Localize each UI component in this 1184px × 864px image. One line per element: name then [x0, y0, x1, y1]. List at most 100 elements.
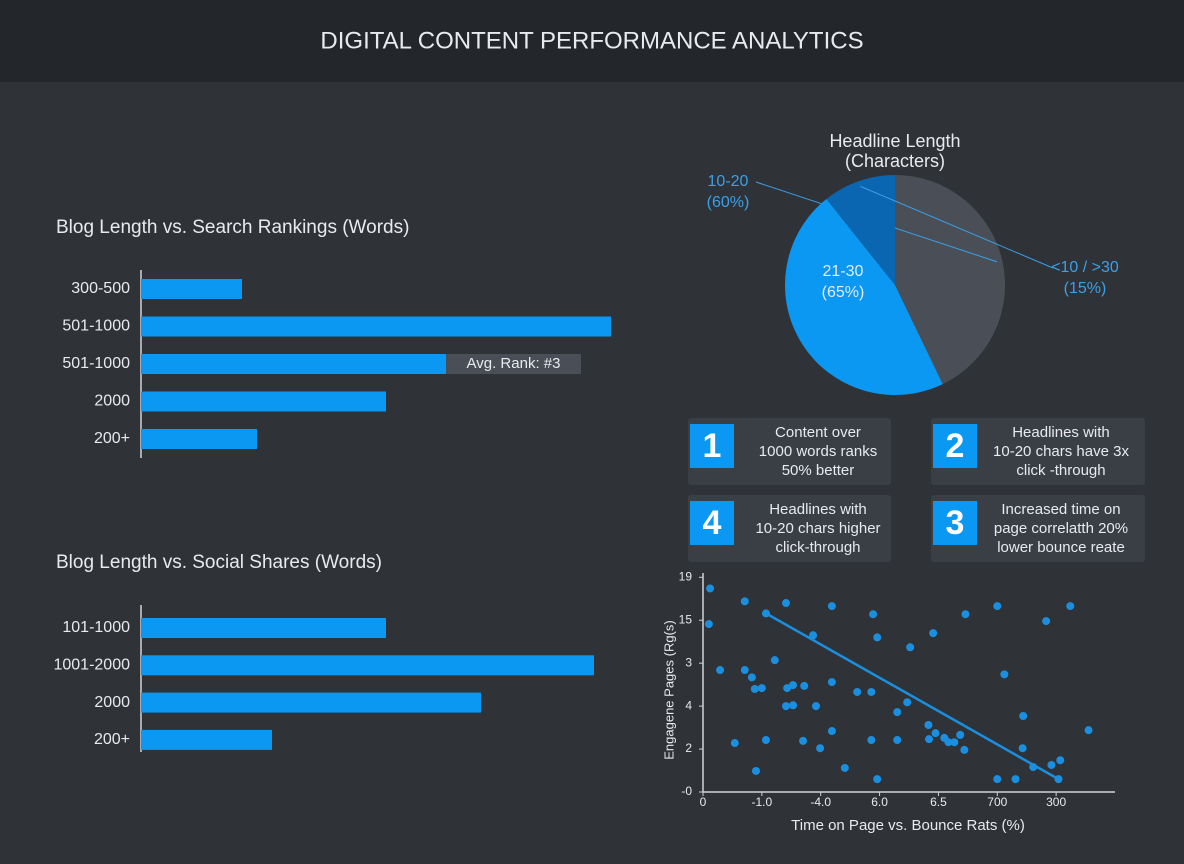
- insight-card: [931, 495, 1145, 562]
- scatter-point: [1011, 775, 1020, 784]
- scatter-point: [816, 744, 825, 753]
- scatter-point: [1000, 670, 1009, 679]
- leader-line: [860, 185, 1054, 269]
- card-text: 50% better: [782, 462, 855, 479]
- chart-title: Blog Length vs. Search Rankings (Words): [56, 217, 409, 238]
- y-tick-label: 3: [685, 655, 692, 669]
- scatter-point: [800, 681, 809, 690]
- scatter-point: [1042, 617, 1051, 626]
- bar: [141, 692, 481, 713]
- scatter-point: [956, 730, 965, 739]
- slice-value-label: (15%): [1064, 280, 1107, 297]
- x-tick-label: -1.0: [752, 795, 773, 809]
- card-text: page correlatth 20%: [994, 520, 1128, 537]
- card-text: click -through: [1016, 462, 1105, 479]
- category-label: 2000: [94, 694, 130, 711]
- category-label: 300-500: [71, 280, 130, 297]
- scatter-point: [704, 620, 713, 629]
- bar: [141, 354, 446, 374]
- page-title: DIGITAL CONTENT PERFORMANCE ANALYTICS: [320, 27, 863, 54]
- scatter-point: [924, 721, 933, 730]
- card-text: Headlines with: [769, 501, 867, 518]
- scatter-point: [993, 602, 1002, 611]
- scatter-point: [944, 738, 953, 747]
- card-number-badge: [933, 424, 977, 468]
- scatter-point: [931, 729, 940, 738]
- slice-value-label: (60%): [707, 194, 750, 211]
- scatter-point: [840, 763, 849, 772]
- insight-card: [688, 418, 891, 485]
- x-tick-label: 700: [987, 795, 1007, 809]
- scatter-point: [853, 687, 862, 696]
- scatter-point: [781, 702, 790, 711]
- scatter-point: [867, 736, 876, 745]
- scatter-point: [783, 684, 792, 693]
- card-number-badge: [690, 424, 734, 468]
- slice-label: <10 / >30: [1051, 259, 1119, 276]
- scatter-point: [781, 599, 790, 608]
- slice-value-label: (65%): [822, 284, 865, 301]
- bar: [141, 729, 272, 750]
- bar: [141, 279, 242, 299]
- scatter-point: [740, 597, 749, 606]
- scatter-point: [867, 687, 876, 696]
- y-tick-label: -0: [681, 784, 692, 798]
- x-tick-label: 6.5: [930, 795, 947, 809]
- scatter-point: [750, 684, 759, 693]
- scatter-point: [809, 631, 818, 640]
- chart-title: Headline Length (Characters): [829, 131, 960, 171]
- card-text: lower bounce reate: [997, 539, 1125, 556]
- category-label: 501-1000: [62, 355, 130, 372]
- scatter-point: [869, 610, 878, 619]
- x-axis-label: Time on Page vs. Bounce Rats (%): [791, 817, 1025, 834]
- bar: [141, 618, 386, 638]
- card-text: Content over: [775, 424, 861, 441]
- scatter-point: [716, 666, 725, 675]
- x-tick-label: 6.0: [871, 795, 888, 809]
- scatter-point: [929, 629, 938, 638]
- scatter-point: [903, 698, 912, 707]
- scatter-point: [950, 738, 959, 747]
- annotation-box: [446, 354, 581, 374]
- scatter-point: [770, 656, 779, 665]
- card-text: Increased time on: [1001, 501, 1120, 518]
- card-number: 4: [703, 504, 722, 542]
- category-label: 1001-2000: [53, 657, 130, 674]
- category-label: 501-1000: [62, 318, 130, 335]
- bar: [141, 391, 386, 412]
- scatter-point: [827, 678, 836, 687]
- card-number: 1: [703, 427, 722, 465]
- card-text: 1000 words ranks: [759, 443, 877, 460]
- scatter-point: [799, 736, 808, 745]
- pie-slice: [826, 175, 895, 285]
- y-axis-label: Engagene Pages (Rg(s): [661, 620, 676, 759]
- y-tick-label: 2: [685, 741, 692, 755]
- scatter-point: [961, 610, 970, 619]
- category-label: 200+: [94, 430, 130, 447]
- y-tick-label: 15: [679, 612, 693, 626]
- trend-line: [765, 612, 1060, 781]
- scatter-point: [1019, 711, 1028, 720]
- slice-label: 10-20: [708, 173, 749, 190]
- scatter-point: [960, 745, 969, 754]
- bar: [141, 429, 257, 449]
- card-text: click-through: [775, 539, 860, 556]
- card-number: 2: [946, 427, 965, 465]
- annotation: Avg. Rank: #3: [467, 355, 561, 372]
- scatter-point: [747, 673, 756, 682]
- x-tick-label: -4.0: [810, 795, 831, 809]
- scatter-point: [1018, 744, 1027, 753]
- card-number-badge: [933, 501, 977, 545]
- y-tick-label: 4: [685, 698, 692, 712]
- insight-card: [688, 495, 891, 562]
- scatter-point: [873, 775, 882, 784]
- category-label: 200+: [94, 731, 130, 748]
- scatter-point: [893, 736, 902, 745]
- scatter-point: [751, 766, 760, 775]
- scatter-point: [925, 735, 934, 744]
- category-label: 101-1000: [62, 619, 130, 636]
- scatter-point: [906, 643, 915, 652]
- card-number-badge: [690, 501, 734, 545]
